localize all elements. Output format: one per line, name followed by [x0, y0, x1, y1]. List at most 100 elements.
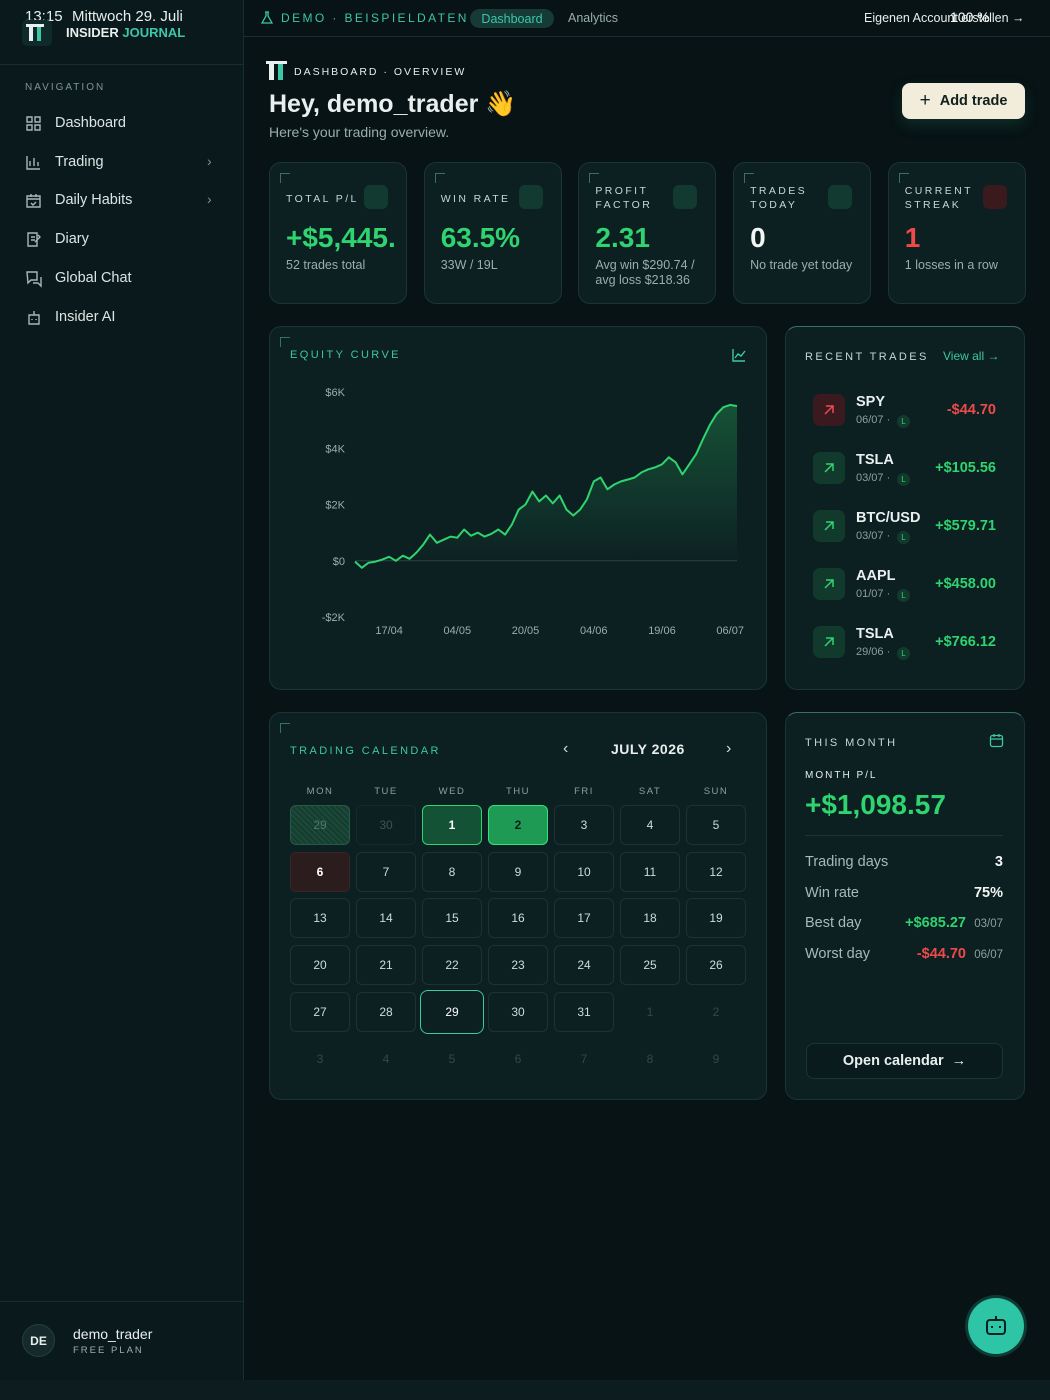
calendar-day[interactable]: 1: [422, 805, 482, 845]
stat-sub: 52 trades total: [286, 258, 366, 272]
icon: [26, 155, 40, 170]
account-link[interactable]: Eigenen Account erstellen →: [864, 11, 1025, 25]
trade-date: 03/07 ·: [856, 472, 891, 484]
calendar-day[interactable]: 18: [620, 898, 680, 939]
equity-chart: -$2K $0 $2K $4K $6K 17/04 04/05 20/05 04/06 19/06…: [322, 387, 744, 637]
calendar-day[interactable]: 21: [356, 945, 416, 986]
calendar-day[interactable]: 29: [420, 989, 484, 1034]
arrow-icon: [824, 637, 834, 647]
card-title: EQUITY CURVE: [290, 349, 401, 361]
stat-value: 63.5%: [440, 222, 521, 253]
x-tick-label: 19/06: [648, 625, 676, 637]
calendar-day[interactable]: 6: [290, 851, 350, 892]
stat-label: WIN RATE: [440, 193, 511, 205]
arrow-icon: [824, 521, 834, 531]
calendar-day[interactable]: 4: [620, 805, 680, 845]
weekday: SAT: [638, 786, 662, 797]
chevron: ›: [207, 191, 212, 208]
calendar-day[interactable]: 26: [686, 945, 746, 986]
trade-tag: L: [897, 415, 910, 428]
calendar-day[interactable]: 1: [646, 1004, 654, 1019]
tab[interactable]: Dashboard: [470, 9, 554, 28]
equity-area: [355, 404, 737, 568]
calendar-day[interactable]: 16: [488, 898, 548, 939]
calendar-day[interactable]: 24: [554, 945, 614, 986]
calendar-day[interactable]: 22: [422, 945, 482, 986]
nav-item[interactable]: Daily Habits: [55, 192, 133, 209]
view-all-link[interactable]: View all →: [943, 349, 1000, 363]
calendar-day[interactable]: 4: [382, 1051, 390, 1066]
stat-label: TOTAL P/L: [286, 193, 359, 205]
calendar-day[interactable]: 28: [356, 991, 416, 1032]
calendar-day[interactable]: 31: [554, 991, 614, 1032]
calendar-day[interactable]: 2: [488, 805, 548, 845]
prev-month[interactable]: ‹: [563, 740, 569, 757]
nav-item[interactable]: Trading: [55, 153, 104, 170]
chevron: ›: [207, 152, 212, 169]
x-tick-label: 04/06: [580, 625, 608, 637]
calendar-day[interactable]: 23: [488, 945, 548, 986]
open-calendar-button[interactable]: Open calendar →: [806, 1043, 1003, 1079]
next-month[interactable]: ›: [726, 740, 732, 757]
calendar-day[interactable]: 14: [356, 898, 416, 939]
nav-item[interactable]: Diary: [55, 231, 89, 248]
trade-symbol: SPY: [856, 394, 886, 410]
trade-date: 29/06 ·: [856, 646, 891, 658]
ai-fab[interactable]: [968, 1298, 1024, 1354]
nav-item[interactable]: Insider AI: [55, 308, 116, 325]
stat-value: 75%: [973, 884, 1003, 901]
nav-item[interactable]: Global Chat: [55, 269, 132, 286]
subtitle: Here's your trading overview.: [269, 124, 450, 140]
calendar-day[interactable]: 12: [686, 851, 746, 892]
calendar-day[interactable]: 13: [290, 898, 350, 939]
weekday: WED: [438, 786, 466, 797]
tab[interactable]: Analytics: [568, 11, 619, 25]
stat-label: PROFIT FACTOR: [595, 185, 653, 211]
add-trade-button[interactable]: + Add trade: [902, 83, 1025, 119]
card-title: TRADING CALENDAR: [290, 745, 441, 757]
calendar-card: [269, 712, 767, 1100]
trade-date: 06/07 ·: [856, 414, 891, 426]
icon: [26, 116, 41, 131]
sidebar: [0, 0, 244, 1380]
trade-pnl: +$766.12: [935, 634, 996, 650]
trade-symbol: BTC/USD: [856, 510, 921, 526]
trade-tag: L: [897, 473, 910, 486]
calendar-day[interactable]: 2: [712, 1004, 720, 1019]
calendar-day[interactable]: 30: [488, 991, 548, 1032]
trade-icon: [813, 452, 845, 484]
calendar-day[interactable]: 6: [514, 1051, 522, 1066]
card-title: RECENT TRADES: [805, 351, 929, 363]
calendar-day[interactable]: 11: [620, 851, 680, 892]
stat-icon: [364, 185, 388, 209]
nav-icon: [24, 153, 43, 172]
calendar-day[interactable]: 15: [422, 898, 482, 939]
calendar-day[interactable]: 7: [356, 851, 416, 892]
stat-icon: [673, 185, 698, 209]
calendar-day[interactable]: 25: [620, 945, 680, 986]
calendar-day[interactable]: 20: [290, 945, 350, 986]
breadcrumb: DASHBOARD · OVERVIEW: [294, 66, 467, 78]
calendar-day[interactable]: 7: [580, 1051, 588, 1066]
trade-icon: [813, 510, 845, 542]
calendar-day[interactable]: 10: [554, 851, 614, 892]
calendar-day[interactable]: 5: [686, 805, 746, 845]
arrow-icon: [824, 463, 834, 473]
stat-sub: 33W / 19L: [440, 258, 498, 272]
calendar-day[interactable]: 19: [686, 898, 746, 939]
nav-item[interactable]: Dashboard: [55, 115, 126, 131]
calendar-day[interactable]: 3: [316, 1051, 324, 1066]
calendar-day[interactable]: 9: [712, 1051, 720, 1066]
calendar-day[interactable]: 30: [356, 805, 416, 845]
stat-label: TRADES TODAY: [750, 185, 808, 211]
link-text: View all: [943, 349, 985, 363]
calendar-day[interactable]: 8: [422, 851, 482, 892]
calendar-day[interactable]: 17: [554, 898, 614, 939]
calendar-day[interactable]: 29: [290, 805, 350, 845]
calendar-day[interactable]: 9: [488, 851, 548, 892]
calendar-day[interactable]: 27: [290, 991, 350, 1032]
calendar-day[interactable]: 3: [554, 805, 614, 845]
calendar-day[interactable]: 5: [448, 1051, 456, 1066]
calendar-day[interactable]: 8: [646, 1051, 654, 1066]
stat-value: 2.31: [595, 222, 650, 253]
